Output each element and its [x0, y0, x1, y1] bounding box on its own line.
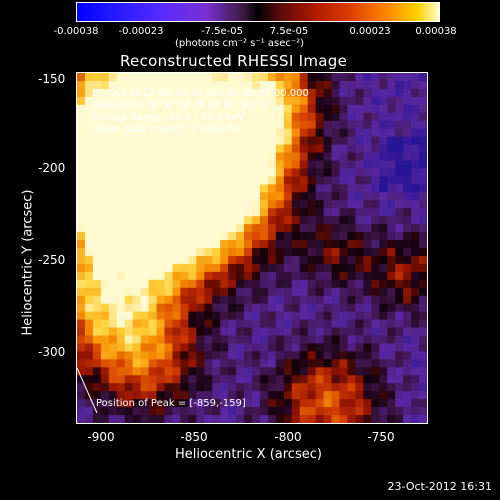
colorbar-tick: -0.00023 [118, 26, 164, 37]
reconstructed-image [77, 73, 427, 423]
image-title: Reconstructed RHESSI Image [120, 52, 348, 70]
x-axis-label: Heliocentric X (arcsec) [175, 447, 322, 462]
colorbar-tick: -0.00038 [53, 26, 99, 37]
y-tick: -300 [38, 345, 66, 359]
y-axis-label: Heliocentric Y (arcsec) [20, 189, 36, 336]
plot-timestamp: 23-Oct-2012 16:31 [387, 480, 492, 493]
peak-pointer-line [77, 367, 98, 414]
y-tick: -200 [38, 161, 66, 175]
y-tick: -250 [38, 253, 66, 267]
image-plot [76, 72, 428, 424]
y-tick: -150 [38, 72, 66, 86]
x-tick: -900 [87, 430, 115, 444]
info-time-range: 23-Oct-2012 00:36:36.000 to 00:37:00.000 [92, 88, 309, 99]
x-tick: -750 [367, 430, 395, 444]
peak-position: Position of Peak = [-859,-159] [96, 398, 246, 409]
colorbar-units: (photons cm⁻² s⁻¹ asec⁻²) [175, 38, 305, 49]
colorbar-tick: 0.00023 [349, 26, 391, 37]
x-tick: -850 [180, 430, 208, 444]
colorbar-tick: 0.00038 [415, 26, 457, 37]
colorbar [76, 2, 440, 22]
x-tick: -800 [274, 430, 302, 444]
info-detectors: Detectors: 3F 5F 6F 7F 8F 9F, Att 0 [92, 100, 267, 111]
colorbar-tick: -7.5e-05 [201, 26, 243, 37]
info-energy-range: Energy Range: 12.0 - 25.0 keV [92, 112, 245, 123]
colorbar-tick: 7.5e-05 [269, 26, 309, 37]
info-counts: Clean Total counts: 1.49E+03 [92, 124, 240, 135]
